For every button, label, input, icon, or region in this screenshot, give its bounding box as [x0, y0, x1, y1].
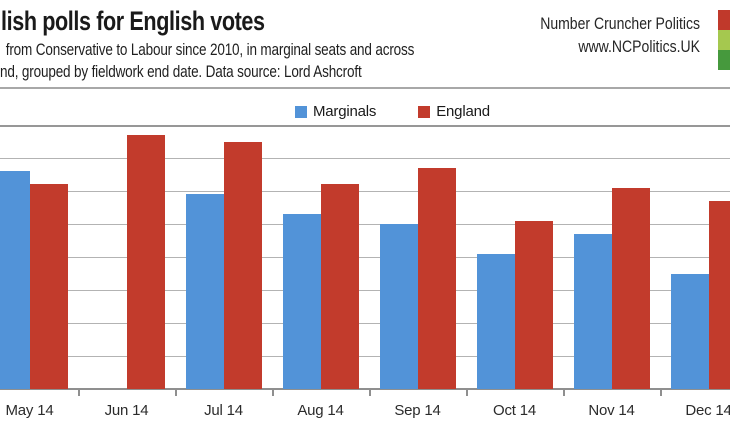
legend-swatch-england [418, 105, 431, 118]
logo-square-red [718, 10, 730, 30]
bar-england-jun-14 [126, 134, 165, 389]
axis-tick [369, 390, 371, 396]
bar-marginals-dec-14 [670, 273, 709, 389]
gridline [0, 158, 730, 159]
page-title: lish polls for English votes [1, 6, 265, 36]
axis-tick [175, 390, 177, 396]
plot-top-border [0, 125, 730, 127]
axis-tick [660, 390, 662, 396]
subtitle-line-2: nd, grouped by fieldwork end date. Data … [0, 62, 362, 81]
bar-marginals-sep-14 [379, 224, 418, 389]
axis-tick [466, 390, 468, 396]
x-label-may-14: May 14 [5, 402, 54, 419]
bar-england-sep-14 [417, 167, 456, 389]
x-label-jun-14: Jun 14 [104, 402, 149, 419]
bar-marginals-aug-14 [282, 214, 321, 389]
axis-tick [563, 390, 565, 396]
gridline [0, 257, 730, 258]
header-divider [0, 87, 730, 89]
x-axis [0, 388, 730, 390]
x-label-oct-14: Oct 14 [493, 402, 536, 419]
logo-square-dark-green [718, 50, 730, 70]
brand-url: www.NCPolitics.UK [578, 38, 700, 56]
gridline [0, 191, 730, 192]
subtitle-line-1: from Conservative to Labour since 2010, … [5, 41, 415, 59]
x-label-dec-14: Dec 14 [685, 402, 730, 419]
brand-logo [718, 10, 730, 70]
axis-tick [272, 390, 274, 396]
x-label-aug-14: Aug 14 [297, 402, 344, 419]
bar-england-aug-14 [320, 184, 359, 389]
bar-england-may-14 [29, 184, 68, 389]
x-label-nov-14: Nov 14 [588, 402, 635, 419]
bar-marginals-may-14 [0, 171, 30, 389]
brand-name: Number Cruncher Politics [540, 15, 700, 33]
bar-england-jul-14 [223, 141, 262, 389]
brand-block: Number Cruncher Politics www.NCPolitics.… [540, 13, 700, 59]
chart-subtitle: from Conservative to Labour since 2010, … [0, 40, 414, 83]
bar-england-nov-14 [611, 187, 650, 389]
bar-marginals-jul-14 [185, 194, 224, 389]
legend-swatch-marginals [295, 105, 307, 118]
legend: Marginals England [295, 103, 490, 120]
legend-item-england: England [418, 103, 490, 120]
bar-marginals-nov-14 [573, 233, 612, 389]
logo-square-light-green [718, 30, 730, 50]
gridline [0, 290, 730, 291]
gridline [0, 224, 730, 225]
bar-england-dec-14 [708, 200, 730, 389]
legend-label-england: England [436, 103, 490, 120]
legend-item-marginals: Marginals [295, 103, 376, 120]
gridline [0, 323, 730, 324]
bar-england-oct-14 [514, 220, 553, 389]
x-label-sep-14: Sep 14 [394, 402, 441, 419]
x-label-jul-14: Jul 14 [204, 402, 243, 419]
gridline [0, 356, 730, 357]
legend-label-marginals: Marginals [313, 103, 377, 120]
bar-marginals-oct-14 [476, 253, 515, 389]
axis-tick [78, 390, 80, 396]
